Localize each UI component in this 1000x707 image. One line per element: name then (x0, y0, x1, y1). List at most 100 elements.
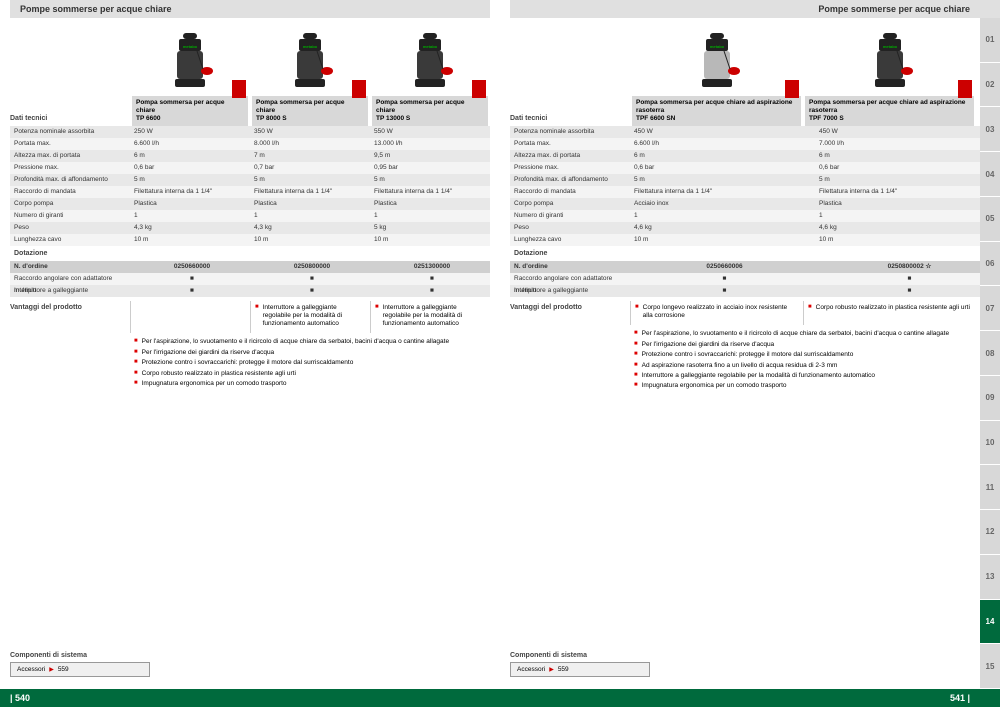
spec-value: 10 m (630, 234, 815, 246)
spec-label: Raccordo di mandata (10, 186, 130, 198)
benefit-item: ■Per l'irrigazione dei giardini da riser… (634, 341, 996, 349)
chapter-tab-06[interactable]: 06 (980, 242, 1000, 287)
spec-value: Plastica (815, 198, 1000, 210)
spec-label: Altezza max. di portata (10, 150, 130, 162)
benefit-item: ■Protezione contro i sovraccarichi: prot… (134, 359, 486, 367)
spec-row: Numero di giranti11 (510, 210, 1000, 222)
benefit-item: ■Interruttore a galleggiante regolabile … (375, 304, 486, 328)
svg-text:metabo: metabo (303, 44, 318, 49)
dotazione-label: Interruttore a galleggiante (10, 285, 130, 297)
chapter-tab-09[interactable]: 09 (980, 376, 1000, 421)
spec-label: Numero di giranti (510, 210, 630, 222)
spec-value: 4,6 kg (815, 222, 1000, 234)
pump-icon: metabo (285, 31, 335, 91)
section-componenti: Componenti di sistema (10, 649, 490, 662)
spec-value: 6.600 l/h (630, 138, 815, 150)
product-title: Pompa sommersa per acque chiare ad aspir… (632, 96, 801, 126)
spec-value: 8.000 l/h (250, 138, 370, 150)
arrow-icon: ▶ (549, 666, 554, 673)
spec-row: Numero di giranti111 (10, 210, 490, 222)
spec-value: 5 m (630, 174, 815, 186)
chapter-tab-07[interactable]: 07 (980, 286, 1000, 331)
spec-row: Lunghezza cavo10 m10 m (510, 234, 1000, 246)
page-title: Pompe sommerse per acque chiare (10, 0, 490, 18)
spec-value: 9,5 m (370, 150, 490, 162)
chapter-tab-15[interactable]: 15 (980, 644, 1000, 689)
chapter-tab-01[interactable]: 01 (980, 18, 1000, 63)
benefit-item: ■Per l'aspirazione, lo svuotamento e il … (134, 338, 486, 346)
product-title: Pompa sommersa per acque chiareTP 13000 … (372, 96, 488, 126)
chapter-tab-11[interactable]: 11 (980, 465, 1000, 510)
accessori-link[interactable]: Accessori ▶ 559 (510, 662, 650, 677)
spec-value: 6 m (630, 150, 815, 162)
spec-value: Acciaio inox (630, 198, 815, 210)
spec-value: 6 m (130, 150, 250, 162)
pump-icon: metabo (165, 31, 215, 91)
spec-label: Portata max. (10, 138, 130, 150)
chapter-tab-14[interactable]: 14 (980, 600, 1000, 645)
chapter-tab-13[interactable]: 13 (980, 555, 1000, 600)
spec-label: Altezza max. di portata (510, 150, 630, 162)
chapter-tab-04[interactable]: 04 (980, 152, 1000, 197)
spec-value: 5 m (815, 174, 1000, 186)
product-title: Pompa sommersa per acque chiare ad aspir… (805, 96, 974, 126)
benefit-item: ■Per l'irrigazione dei giardini da riser… (134, 349, 486, 357)
dotazione-mark: ■ (815, 273, 1000, 285)
dotazione-mark: ■ (630, 285, 815, 297)
badge-icon (472, 80, 486, 98)
section-tech-label: Dati tecnici (510, 96, 630, 126)
spec-row: Portata max.6.600 l/h7.000 l/h (510, 138, 1000, 150)
catalog-page-left: Pompe sommerse per acque chiare Dati tec… (0, 0, 500, 707)
spec-value: 550 W (370, 126, 490, 138)
chapter-tab-10[interactable]: 10 (980, 421, 1000, 466)
spec-label: Lunghezza cavo (10, 234, 130, 246)
chapter-tab-12[interactable]: 12 (980, 510, 1000, 555)
svg-text:metabo: metabo (709, 44, 724, 49)
badge-icon (958, 80, 972, 98)
benefit-column (130, 301, 250, 333)
spec-value: 13.000 l/h (370, 138, 490, 150)
chapter-tab-02[interactable]: 02 (980, 63, 1000, 108)
spec-row: Lunghezza cavo10 m10 m10 m (10, 234, 490, 246)
product-column: metabo Pompa sommersa per acque chiareTP… (370, 26, 490, 126)
spec-value: 7 m (250, 150, 370, 162)
spec-label: Corpo pompa (10, 198, 130, 210)
order-number: 0250800000 (250, 261, 370, 273)
product-area: Dati tecnici metabo Pompa sommersa per a… (510, 26, 976, 126)
dotazione-mark: ■ (370, 273, 490, 285)
product-area: Dati tecnici metabo Pompa sommersa per a… (10, 26, 490, 126)
spec-value: 10 m (815, 234, 1000, 246)
spec-value: 0,6 bar (815, 162, 1000, 174)
chapter-tab-08[interactable]: 08 (980, 331, 1000, 376)
spec-label: Portata max. (510, 138, 630, 150)
dotazione-label: Raccordo angolare con adattatore multipl… (510, 273, 630, 285)
accessori-link[interactable]: Accessori ▶ 559 (10, 662, 150, 677)
spec-value: 0,7 bar (250, 162, 370, 174)
spec-value: 4,6 kg (630, 222, 815, 234)
benefit-item: ■Corpo robusto realizzato in plastica re… (134, 370, 486, 378)
spec-value: Plastica (250, 198, 370, 210)
badge-icon (785, 80, 799, 98)
chapter-tab-05[interactable]: 05 (980, 197, 1000, 242)
spec-label: Profondità max. di affondamento (10, 174, 130, 186)
spec-value: 10 m (130, 234, 250, 246)
spec-value: 1 (370, 210, 490, 222)
section-dotazione: Dotazione (10, 246, 490, 261)
spec-value: 5 m (130, 174, 250, 186)
chapter-tab-03[interactable]: 03 (980, 107, 1000, 152)
svg-text:metabo: metabo (882, 44, 897, 49)
order-number: 0250800002 ☆ (815, 261, 1000, 273)
spec-value: 1 (815, 210, 1000, 222)
spec-label: Potenza nominale assorbita (10, 126, 130, 138)
product-column: metabo Pompa sommersa per acque chiare a… (630, 26, 803, 126)
spec-value: 5 m (370, 174, 490, 186)
benefit-column: ■Corpo longevo realizzato in acciaio ino… (630, 301, 803, 325)
benefit-item: ■Per l'aspirazione, lo svuotamento e il … (634, 330, 996, 338)
product-title: Pompa sommersa per acque chiareTP 6600 (132, 96, 248, 126)
spec-label: Pressione max. (510, 162, 630, 174)
spec-label: Potenza nominale assorbita (510, 126, 630, 138)
spec-row: Potenza nominale assorbita450 W450 W (510, 126, 1000, 138)
spec-label: Pressione max. (10, 162, 130, 174)
arrow-icon: ▶ (49, 666, 54, 673)
benefit-item: ■Interruttore a galleggiante regolabile … (255, 304, 366, 328)
